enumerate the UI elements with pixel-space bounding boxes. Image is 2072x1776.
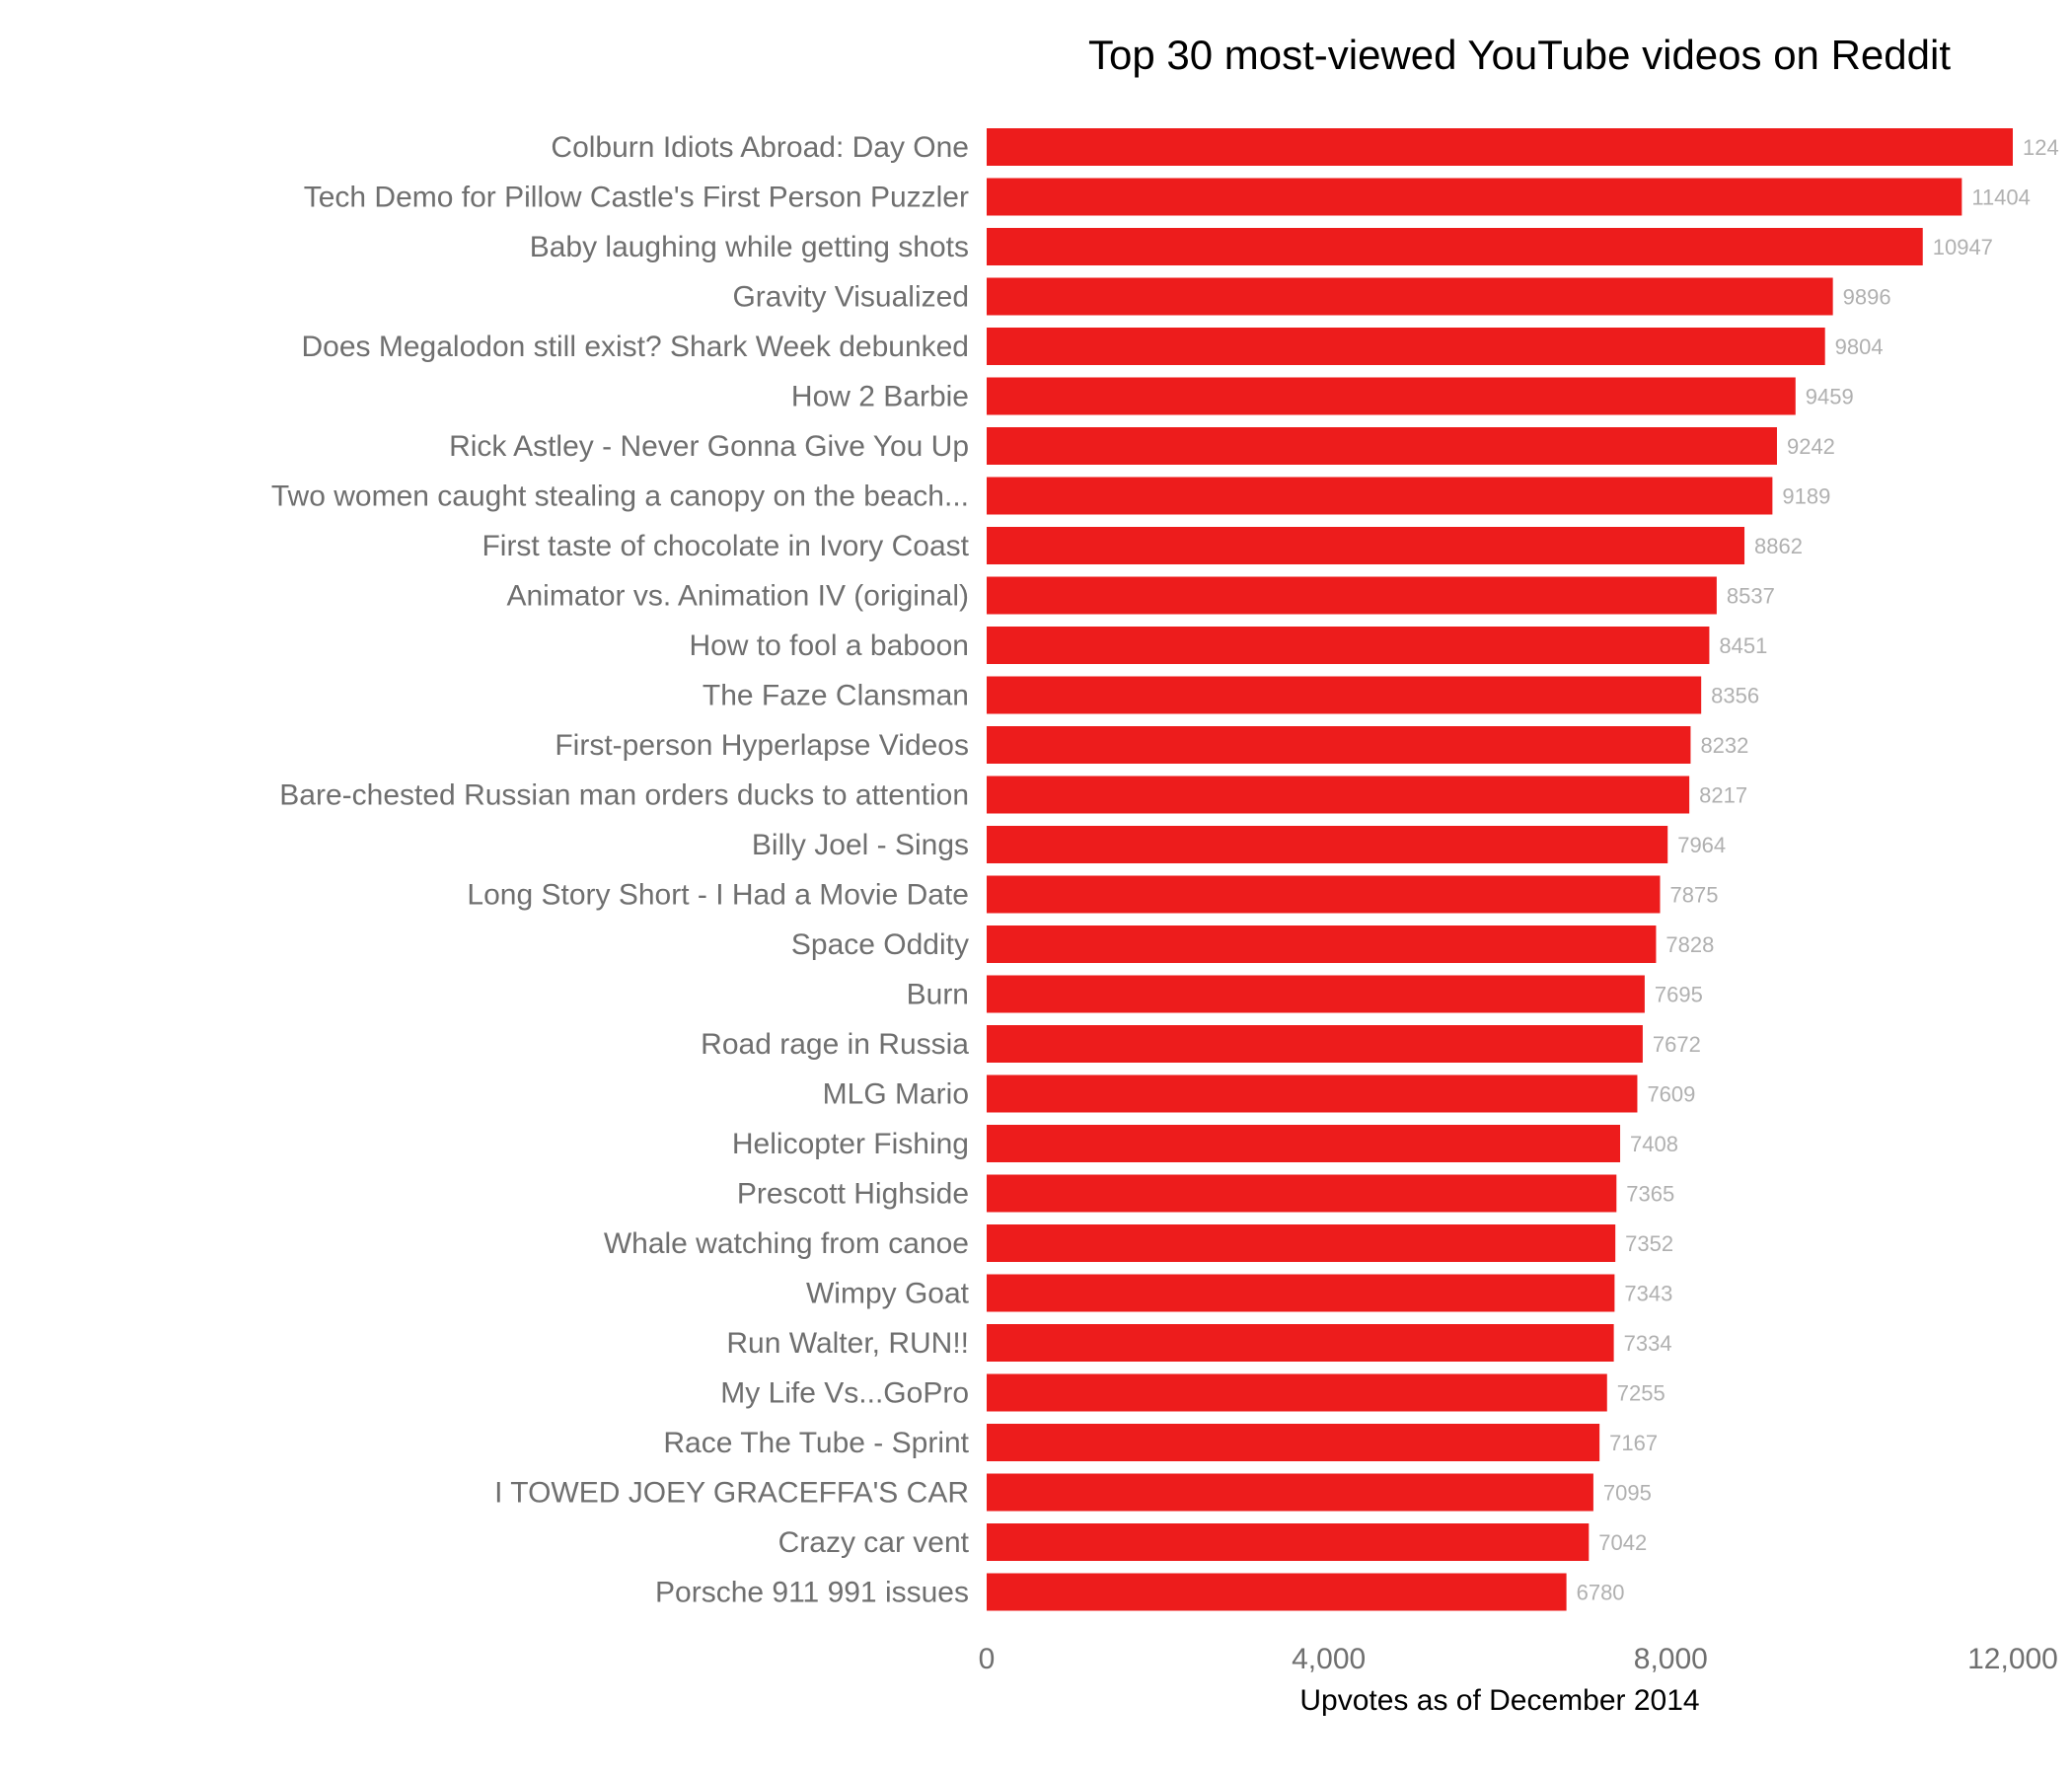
value-label: 7042 [1598,1530,1647,1555]
category-label: Does Megalodon still exist? Shark Week d… [302,331,970,363]
category-label: Run Walter, RUN!! [726,1327,969,1360]
bar [987,478,1772,515]
value-label: 9189 [1782,483,1830,508]
category-label: Two women caught stealing a canopy on th… [271,480,969,512]
bar [987,726,1690,764]
bar [987,925,1656,963]
category-label: Race The Tube - Sprint [663,1427,969,1459]
bar [987,378,1796,415]
bar [987,1125,1620,1162]
bar [987,677,1701,714]
value-label: 7365 [1626,1181,1674,1206]
value-label: 8232 [1700,733,1748,758]
category-label: Bare-chested Russian man orders ducks to… [279,778,969,811]
bar [987,1075,1637,1113]
bar [987,577,1717,615]
bar [987,826,1667,863]
bar [987,1025,1643,1063]
bar [987,328,1825,365]
chart-svg: Top 30 most-viewed YouTube videos on Red… [0,0,2072,1776]
value-label: 8217 [1699,782,1747,807]
value-label: 7672 [1653,1032,1701,1057]
chart-container: Top 30 most-viewed YouTube videos on Red… [0,0,2072,1776]
bar [987,1275,1614,1312]
category-label: How 2 Barbie [791,380,969,412]
bar [987,976,1645,1013]
value-label: 7828 [1665,932,1714,957]
category-label: Prescott Highside [737,1177,969,1210]
category-label: Gravity Visualized [732,280,969,313]
value-label: 6780 [1577,1580,1625,1604]
value-label: 7875 [1670,882,1719,907]
value-label: 8537 [1727,583,1775,608]
value-label: 8451 [1719,633,1767,658]
category-label: Whale watching from canoe [604,1227,969,1260]
category-label: Rick Astley - Never Gonna Give You Up [449,430,969,463]
category-label: How to fool a baboon [689,629,969,662]
value-label: 7352 [1625,1231,1673,1256]
category-label: Long Story Short - I Had a Movie Date [467,878,969,911]
category-label: Tech Demo for Pillow Castle's First Pers… [304,181,969,213]
value-label: 7343 [1624,1281,1672,1305]
category-label: The Faze Clansman [703,679,969,711]
category-label: Colburn Idiots Abroad: Day One [551,131,969,164]
category-label: Helicopter Fishing [732,1128,969,1160]
bar [987,179,1961,216]
value-label: 10947 [1933,235,1993,259]
value-label: 7964 [1677,833,1726,857]
bar [987,527,1744,564]
bar [987,1224,1615,1262]
value-label: 7334 [1624,1331,1672,1356]
bar [987,876,1661,914]
bar [987,1175,1616,1213]
x-axis-title: Upvotes as of December 2014 [1299,1684,1699,1717]
bar [987,777,1689,814]
category-label: Animator vs. Animation IV (original) [506,579,969,612]
bar [987,228,1923,265]
value-label: 7255 [1617,1380,1665,1405]
value-label: 7167 [1609,1431,1658,1455]
value-label: 11404 [1971,185,2031,209]
category-label: Space Oddity [791,928,969,961]
bar [987,1374,1607,1412]
category-label: Porsche 911 991 issues [655,1576,969,1608]
value-label: 9459 [1806,384,1854,408]
category-label: Road rage in Russia [701,1028,969,1061]
category-label: I TOWED JOEY GRACEFFA'S CAR [494,1476,969,1509]
value-label: 8862 [1754,534,1803,558]
x-tick-label: 8,000 [1634,1643,1708,1675]
category-label: My Life Vs...GoPro [720,1376,969,1409]
value-label: 9242 [1787,434,1835,459]
bar [987,1474,1593,1512]
bar [987,278,1833,316]
x-tick-label: 0 [979,1643,996,1675]
value-label: 124 [2023,135,2059,160]
chart-title: Top 30 most-viewed YouTube videos on Red… [1088,32,1951,78]
category-label: Billy Joel - Sings [752,829,969,861]
bar [987,427,1777,465]
category-label: Wimpy Goat [806,1277,970,1309]
category-label: Baby laughing while getting shots [530,231,969,263]
x-tick-label: 12,000 [1967,1643,2058,1675]
value-label: 7095 [1603,1480,1652,1505]
category-label: Burn [907,978,969,1010]
value-label: 7609 [1647,1081,1695,1106]
value-label: 9804 [1835,334,1884,359]
value-label: 7408 [1630,1132,1678,1156]
bar [987,128,2013,166]
category-label: Crazy car vent [778,1526,970,1559]
bar [987,1574,1567,1611]
bar [987,1424,1599,1461]
category-label: MLG Mario [823,1077,969,1110]
category-label: First-person Hyperlapse Videos [555,729,969,762]
category-label: First taste of chocolate in Ivory Coast [481,530,969,562]
bar [987,1523,1589,1561]
bar [987,1324,1614,1362]
value-label: 8356 [1711,683,1759,707]
bar [987,627,1709,664]
value-label: 7695 [1655,982,1703,1006]
value-label: 9896 [1843,284,1891,309]
x-tick-label: 4,000 [1292,1643,1366,1675]
